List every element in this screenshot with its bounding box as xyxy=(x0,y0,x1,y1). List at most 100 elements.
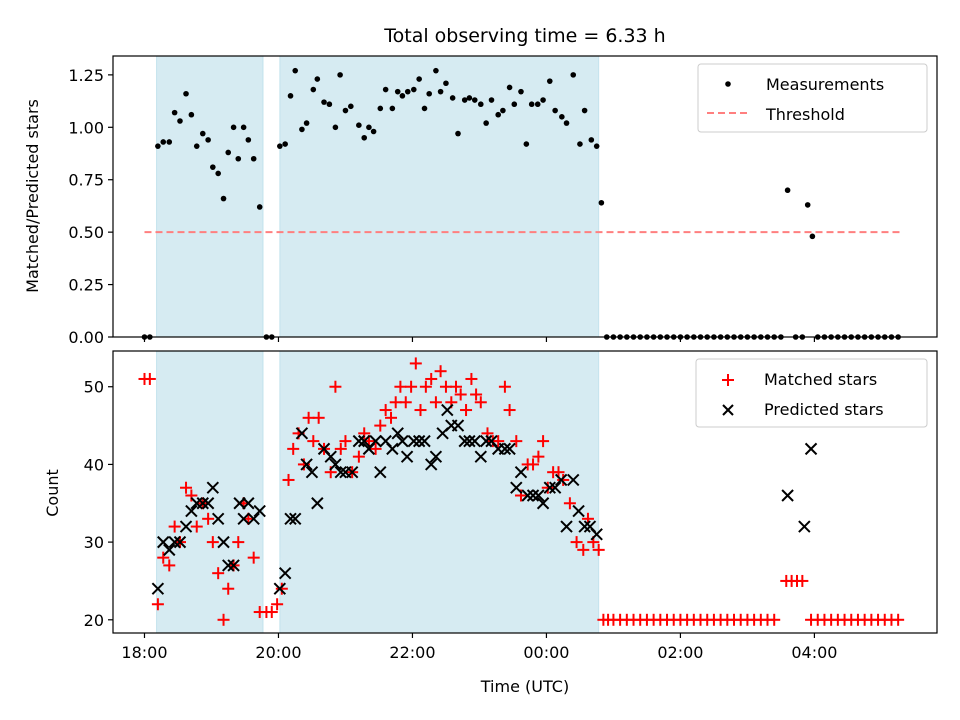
measurement-point xyxy=(523,141,530,147)
measurement-point xyxy=(210,164,216,170)
ratio-x-ticks xyxy=(143,337,816,342)
predicted-marker-b xyxy=(242,497,255,510)
measurement-point xyxy=(155,143,161,149)
predicted-marker-b xyxy=(173,535,187,549)
predicted-marker-b xyxy=(157,535,170,549)
predicted-star-point xyxy=(211,512,225,526)
predicted-marker-b xyxy=(532,489,545,502)
predicted-marker-b xyxy=(374,465,387,479)
predicted-marker-b xyxy=(278,566,292,580)
predicted-star-point xyxy=(173,535,187,549)
measurement-point xyxy=(240,124,247,131)
predicted-marker-b xyxy=(543,481,556,494)
measurement-point xyxy=(245,137,252,143)
predicted-marker-b xyxy=(206,481,220,494)
predicted-marker-b xyxy=(211,512,225,526)
observing-interval-band xyxy=(279,55,600,338)
predicted-marker-b xyxy=(379,434,392,448)
predicted-star-point xyxy=(418,434,431,448)
matched-star-point xyxy=(385,411,398,424)
measurement-point xyxy=(483,120,489,126)
measurement-point xyxy=(389,105,396,112)
predicted-star-point xyxy=(536,497,550,510)
matched-star-point xyxy=(527,458,540,471)
predicted-marker-b xyxy=(300,458,313,471)
predicted-star-point xyxy=(227,559,240,572)
predicted-marker-b xyxy=(253,504,266,518)
matched-star-point xyxy=(557,473,570,486)
matched-star-point xyxy=(429,396,442,409)
x-tick-label: 00:00 xyxy=(523,643,569,662)
count-x-ticks: 18:00 20:00 22:00 00:00 02:00 04:00 xyxy=(121,633,837,662)
measurement-point xyxy=(426,90,433,97)
count-y-ticks: 20 30 40 50 xyxy=(84,378,113,630)
matched-star-point xyxy=(222,582,235,595)
measurement-point xyxy=(784,187,791,194)
matched-star-point xyxy=(409,357,422,370)
matched-star-point xyxy=(465,372,478,385)
count-y-axis-label: Count xyxy=(43,469,62,517)
predicted-star-point xyxy=(201,497,215,510)
predicted-marker-b xyxy=(468,434,481,448)
predicted-star-point xyxy=(324,450,337,463)
predicted-star-point xyxy=(295,427,309,440)
matched-star-point xyxy=(541,481,554,494)
predicted-star-point xyxy=(510,481,523,494)
count-legend: Matched stars Predicted stars xyxy=(695,358,928,428)
measurement-point xyxy=(511,101,518,108)
predicted-star-point xyxy=(273,582,287,595)
predicted-star-point xyxy=(479,434,493,448)
predicted-star-point xyxy=(781,489,794,502)
measurement-point xyxy=(303,120,310,126)
matched-star-point xyxy=(312,411,325,424)
predicted-marker-b xyxy=(227,559,240,572)
matched-star-point xyxy=(307,435,320,448)
predicted-star-point xyxy=(157,535,170,549)
x-tick-label: 22:00 xyxy=(389,643,435,662)
measurement-point xyxy=(366,124,372,131)
predicted-marker-b xyxy=(798,520,811,533)
legend-threshold-label: Threshold xyxy=(765,105,845,124)
predicted-star-point xyxy=(311,497,324,510)
predicted-marker-b xyxy=(247,512,260,526)
predicted-marker-b xyxy=(418,434,431,448)
measurement-point xyxy=(471,97,478,103)
measurement-point xyxy=(598,199,605,206)
x-tick-label: 02:00 xyxy=(657,643,703,662)
predicted-star-point xyxy=(253,504,266,518)
predicted-marker-b xyxy=(391,427,404,440)
measurement-point xyxy=(326,101,333,108)
measurement-point xyxy=(314,76,321,82)
matched-star-point xyxy=(334,442,347,455)
measurement-point xyxy=(348,103,354,110)
measurement-point xyxy=(225,149,232,156)
predicted-star-point xyxy=(590,528,603,541)
predicted-star-point xyxy=(369,434,382,448)
measurement-point xyxy=(433,67,439,74)
predicted-marker-b xyxy=(463,434,476,448)
predicted-marker-b xyxy=(201,497,215,510)
matched-star-point xyxy=(414,404,427,417)
predicted-marker-b xyxy=(590,528,603,541)
measurement-point xyxy=(443,80,449,87)
matched-star-point xyxy=(510,435,523,448)
predicted-star-point xyxy=(358,434,371,448)
predicted-star-point xyxy=(560,520,573,533)
predicted-marker-b xyxy=(185,504,198,518)
measurement-point xyxy=(552,107,558,114)
predicted-star-point xyxy=(374,465,387,479)
x-axis-label: Time (UTC) xyxy=(480,677,569,696)
matched-star-point xyxy=(247,551,260,564)
measurement-point xyxy=(804,202,811,208)
predicted-star-point xyxy=(345,465,359,479)
predicted-star-point xyxy=(289,512,302,526)
matched-star-point xyxy=(470,388,483,401)
predicted-star-point xyxy=(463,434,476,448)
matched-star-point xyxy=(163,559,176,572)
predicted-star-point xyxy=(498,442,512,456)
predicted-star-point xyxy=(526,489,540,502)
y-tick-label: 0.25 xyxy=(68,276,104,295)
predicted-marker-b xyxy=(441,403,454,417)
matched-star-point xyxy=(212,567,225,580)
measurements-series xyxy=(141,67,901,340)
